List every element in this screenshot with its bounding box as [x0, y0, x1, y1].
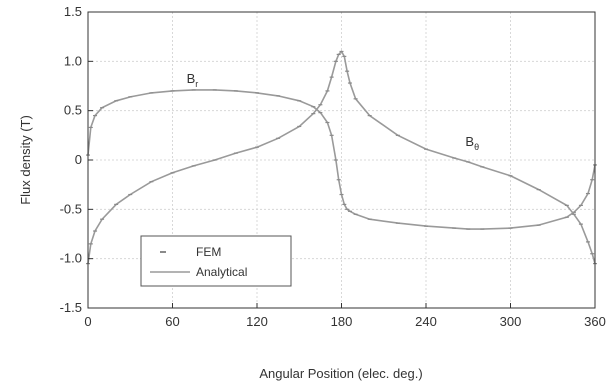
- y-tick-label: -0.5: [60, 201, 82, 216]
- br-label: Br: [187, 71, 199, 89]
- x-axis-title: Angular Position (elec. deg.): [259, 366, 422, 381]
- y-tick-label: 0: [75, 152, 82, 167]
- y-axis-title: Flux density (T): [18, 115, 33, 205]
- y-tick-label: 0.5: [64, 103, 82, 118]
- x-tick-label: 300: [500, 314, 522, 329]
- legend-fem-label: FEM: [196, 245, 221, 259]
- axis-ticks: 0 60 120 180 240 300 360 -1.5 -1.0 -0.5 0 0.5 1.0 1.5: [60, 4, 606, 329]
- legend-box: [140, 235, 292, 287]
- x-tick-label: 240: [415, 314, 437, 329]
- series-layer: [86, 50, 597, 265]
- y-tick-label: 1.0: [64, 53, 82, 68]
- y-tick-label: -1.0: [60, 251, 82, 266]
- y-tick-label: -1.5: [60, 300, 82, 315]
- x-tick-label: 60: [165, 314, 179, 329]
- x-tick-label: 180: [331, 314, 353, 329]
- x-tick-label: 0: [84, 314, 91, 329]
- x-tick-label: 360: [584, 314, 606, 329]
- y-tick-label: 1.5: [64, 4, 82, 19]
- legend: FEM Analytical: [140, 235, 292, 287]
- legend-analytical-label: Analytical: [196, 265, 247, 279]
- x-tick-label: 120: [246, 314, 268, 329]
